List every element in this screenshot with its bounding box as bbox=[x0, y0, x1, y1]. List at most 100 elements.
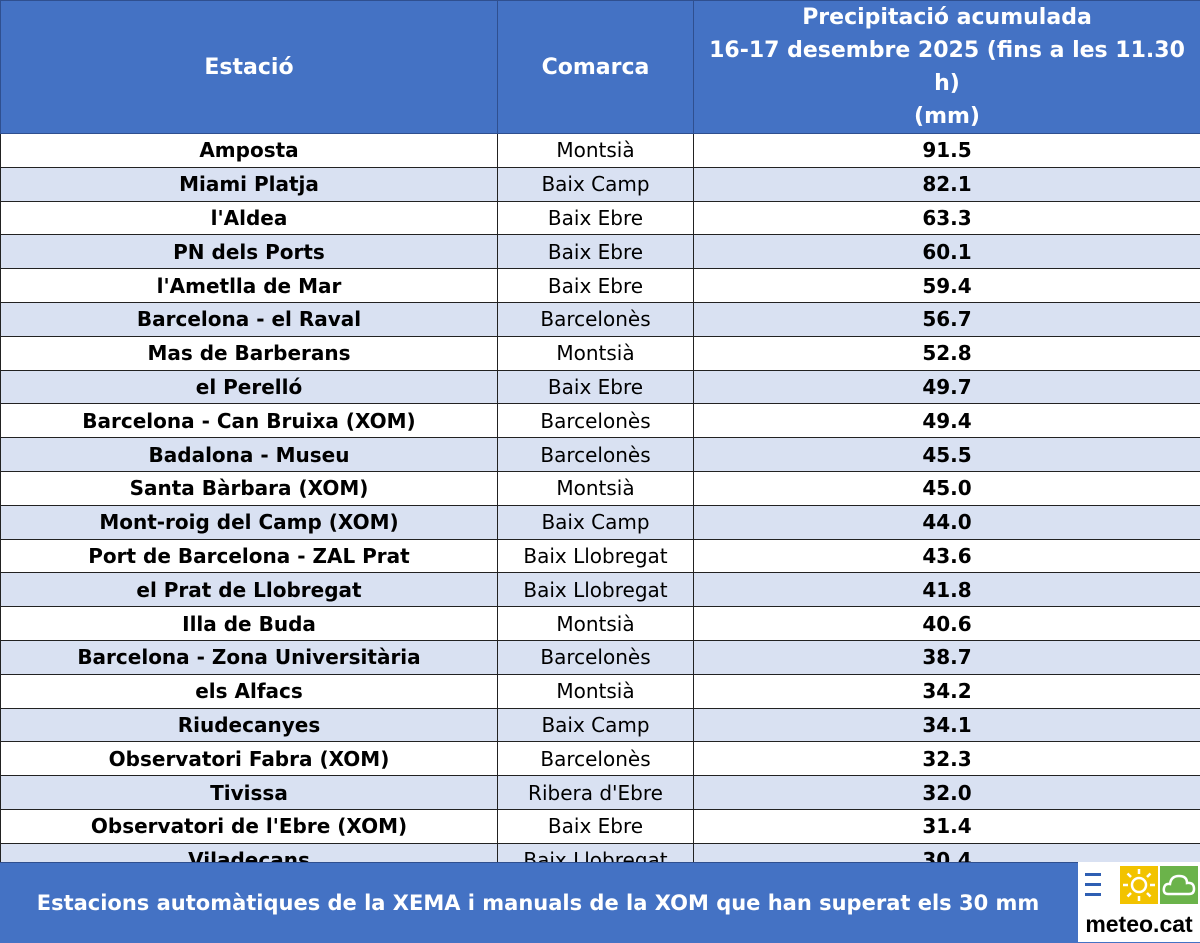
precipitation-cell: 91.5 bbox=[694, 134, 1200, 168]
cloud-icon bbox=[1160, 866, 1198, 904]
station-cell: Badalona - Museu bbox=[1, 438, 498, 472]
county-cell: Montsià bbox=[498, 134, 694, 168]
precipitation-cell: 32.3 bbox=[694, 742, 1200, 776]
station-cell: Santa Bàrbara (XOM) bbox=[1, 471, 498, 505]
county-cell: Montsià bbox=[498, 674, 694, 708]
county-cell: Baix Ebre bbox=[498, 235, 694, 269]
station-cell: els Alfacs bbox=[1, 674, 498, 708]
precipitation-cell: 49.7 bbox=[694, 370, 1200, 404]
station-cell: Observatori de l'Ebre (XOM) bbox=[1, 809, 498, 843]
county-cell: Baix Llobregat bbox=[498, 573, 694, 607]
precipitation-cell: 56.7 bbox=[694, 302, 1200, 336]
station-cell: l'Ametlla de Mar bbox=[1, 269, 498, 303]
header-precip-line2: 16-17 desembre 2025 (fins a les 11.30 h) bbox=[694, 34, 1200, 100]
station-cell: Mas de Barberans bbox=[1, 336, 498, 370]
station-cell: Barcelona - Can Bruixa (XOM) bbox=[1, 404, 498, 438]
precipitation-cell: 32.0 bbox=[694, 776, 1200, 810]
precipitation-cell: 45.5 bbox=[694, 438, 1200, 472]
county-cell: Baix Ebre bbox=[498, 809, 694, 843]
county-cell: Ribera d'Ebre bbox=[498, 776, 694, 810]
station-cell: Barcelona - Zona Universitària bbox=[1, 640, 498, 674]
station-cell: Amposta bbox=[1, 134, 498, 168]
station-cell: Riudecanyes bbox=[1, 708, 498, 742]
station-cell: Barcelona - el Raval bbox=[1, 302, 498, 336]
county-cell: Barcelonès bbox=[498, 438, 694, 472]
sun-icon bbox=[1120, 866, 1158, 904]
station-cell: Mont-roig del Camp (XOM) bbox=[1, 505, 498, 539]
station-cell: el Perelló bbox=[1, 370, 498, 404]
station-cell: Miami Platja bbox=[1, 167, 498, 201]
menu-icon bbox=[1080, 866, 1118, 904]
header-precip-line3: (mm) bbox=[694, 100, 1200, 133]
county-cell: Baix Camp bbox=[498, 167, 694, 201]
county-cell: Baix Ebre bbox=[498, 269, 694, 303]
precipitation-cell: 45.0 bbox=[694, 471, 1200, 505]
station-cell: Illa de Buda bbox=[1, 607, 498, 641]
header-station: Estació bbox=[1, 1, 498, 134]
county-cell: Barcelonès bbox=[498, 640, 694, 674]
county-cell: Montsià bbox=[498, 607, 694, 641]
logo-icons bbox=[1078, 864, 1200, 908]
county-cell: Baix Ebre bbox=[498, 201, 694, 235]
precipitation-cell: 43.6 bbox=[694, 539, 1200, 573]
precipitation-cell: 44.0 bbox=[694, 505, 1200, 539]
header-precipitation: Precipitació acumulada 16-17 desembre 20… bbox=[694, 1, 1200, 134]
station-cell: PN dels Ports bbox=[1, 235, 498, 269]
footer-text: Estacions automàtiques de la XEMA i manu… bbox=[0, 863, 1076, 943]
county-cell: Montsià bbox=[498, 471, 694, 505]
county-cell: Baix Camp bbox=[498, 708, 694, 742]
precipitation-table: Estació Comarca Precipitació acumulada 1… bbox=[0, 0, 1200, 878]
meteocat-logo: meteo.cat bbox=[1078, 862, 1200, 942]
precipitation-cell: 49.4 bbox=[694, 404, 1200, 438]
header-precip-line1: Precipitació acumulada bbox=[694, 1, 1200, 34]
precipitation-cell: 41.8 bbox=[694, 573, 1200, 607]
precipitation-cell: 34.2 bbox=[694, 674, 1200, 708]
county-cell: Barcelonès bbox=[498, 742, 694, 776]
precipitation-cell: 60.1 bbox=[694, 235, 1200, 269]
station-cell: Observatori Fabra (XOM) bbox=[1, 742, 498, 776]
precipitation-cell: 34.1 bbox=[694, 708, 1200, 742]
precipitation-cell: 52.8 bbox=[694, 336, 1200, 370]
precipitation-cell: 40.6 bbox=[694, 607, 1200, 641]
station-cell: Port de Barcelona - ZAL Prat bbox=[1, 539, 498, 573]
station-cell: el Prat de Llobregat bbox=[1, 573, 498, 607]
station-cell: Tivissa bbox=[1, 776, 498, 810]
precipitation-cell: 82.1 bbox=[694, 167, 1200, 201]
county-cell: Barcelonès bbox=[498, 404, 694, 438]
precipitation-cell: 63.3 bbox=[694, 201, 1200, 235]
county-cell: Baix Ebre bbox=[498, 370, 694, 404]
table-header-row: Estació Comarca Precipitació acumulada 1… bbox=[1, 1, 1200, 134]
precipitation-cell: 59.4 bbox=[694, 269, 1200, 303]
county-cell: Montsià bbox=[498, 336, 694, 370]
county-cell: Baix Llobregat bbox=[498, 539, 694, 573]
county-cell: Barcelonès bbox=[498, 302, 694, 336]
precipitation-cell: 38.7 bbox=[694, 640, 1200, 674]
station-cell: l'Aldea bbox=[1, 201, 498, 235]
header-county: Comarca bbox=[498, 1, 694, 134]
precipitation-cell: 31.4 bbox=[694, 809, 1200, 843]
county-cell: Baix Camp bbox=[498, 505, 694, 539]
footer-banner: Estacions automàtiques de la XEMA i manu… bbox=[0, 862, 1200, 943]
